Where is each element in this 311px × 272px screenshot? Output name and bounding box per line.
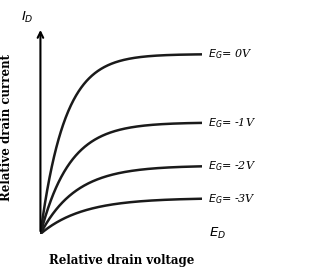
Text: $E_G$= -2V: $E_G$= -2V — [208, 159, 256, 173]
Text: $I_D$: $I_D$ — [21, 10, 34, 25]
Text: Relative drain current: Relative drain current — [0, 54, 13, 201]
Text: $E_G$= -1V: $E_G$= -1V — [208, 116, 256, 130]
Text: $E_G$= -3V: $E_G$= -3V — [208, 192, 256, 206]
Text: $E_G$= 0V: $E_G$= 0V — [208, 47, 253, 61]
Text: Relative drain voltage: Relative drain voltage — [49, 254, 194, 267]
Text: $E_D$: $E_D$ — [209, 226, 226, 242]
